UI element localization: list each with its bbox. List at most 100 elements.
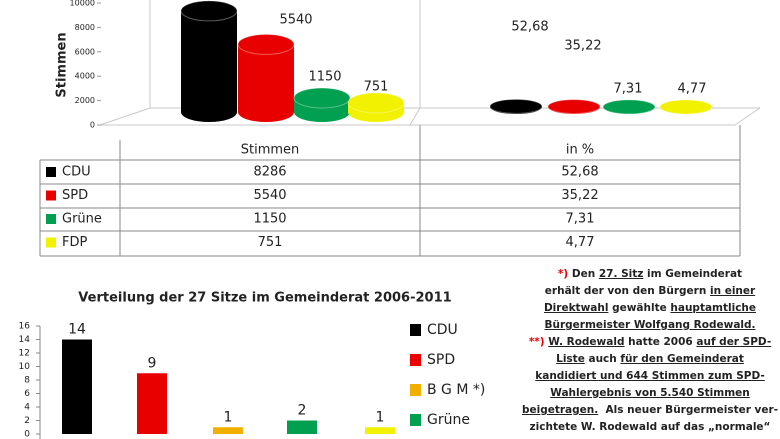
value-label: 9 [148,355,157,371]
y-tick-label: 16 [19,322,31,332]
cylinder-bar [238,44,294,112]
note-line: zichtete W. Rodewald auf das „normale“ [520,419,780,436]
note-text: **) [528,336,549,348]
note-text: erhält der von den Bürgern [544,285,710,297]
legend-swatch [46,167,56,177]
value-label: 1 [376,409,385,425]
legend-label: B G M *) [427,382,485,398]
cylinder-top [347,92,405,114]
note-text: Direktwahl [543,302,609,314]
note-text: hatte 2006 [624,336,697,348]
cylinder-bar [181,10,237,113]
legend-label: SPD [427,352,455,368]
y-tick-label: 2 [24,416,30,426]
table-cell: 35,22 [561,188,598,203]
legend-label: FDP [62,235,87,250]
note-line: *) Den 27. Sitz im Gemeinderat [520,266,780,283]
value-label: 4,77 [678,82,707,97]
table-cell: 5540 [253,188,286,203]
value-label: 1 [224,409,233,425]
note-text: Den [571,268,599,280]
table-cell: 4,77 [566,235,595,250]
legend-swatch [46,237,56,248]
y-tick-label: 8000 [75,23,95,32]
note-line: **) W. Rodewald hatte 2006 auf der SPD- [520,334,780,351]
legend-label: CDU [427,322,458,338]
legend-swatch [410,414,421,426]
cylinder-top [237,33,295,55]
note-text: Wahlergebnis von 5.540 Stimmen [550,387,750,399]
note-text: Bürgermeister Wolfgang Rodewald. [544,319,756,331]
value-label: 751 [364,80,389,95]
note-text: beigetragen. [521,404,599,416]
note-text: auf der SPD- [696,336,772,348]
value-label: 2 [298,403,307,419]
note-text: hauptamtliche [670,302,757,314]
y-tick-label: 0 [24,430,30,439]
cylinder-top [602,99,656,115]
table-cell: 52,68 [561,165,598,180]
value-label: 5540 [279,13,312,28]
legend-swatch [46,214,56,224]
value-label: 35,22 [564,39,601,54]
note-text: gewählte [608,302,671,314]
note-text: zichtete W. Rodewald auf das „normale“ [529,421,771,433]
table-cell: 751 [258,235,283,250]
bar [62,339,92,434]
chart-title: Verteilung der 27 Sitze im Gemeinderat 2… [78,291,451,306]
legend-label: SPD [62,188,88,203]
legend-swatch [46,190,56,201]
note-text: für den Gemeinderat [620,353,744,365]
note-text: 27. Sitz [598,268,644,280]
bar [287,420,317,434]
y-axis-label: Stimmen [55,32,70,97]
y-tick-label: 8 [24,376,30,386]
category-label: in % [566,143,594,158]
note-line: Liste auch für den Gemeinderat [520,351,780,368]
note-line: Wahlergebnis von 5.540 Stimmen [520,385,780,402]
note-text: auch [584,353,621,365]
note-text: W. Rodewald [548,336,625,348]
note-line: erhält der von den Bürgern in einer [520,283,780,300]
note-line: kandidiert und 644 Stimmen zum SPD- [520,368,780,385]
cylinder-top [659,99,713,115]
table-cell: 7,31 [566,212,595,227]
value-label: 1150 [308,70,341,85]
legend-label: CDU [62,165,91,180]
bar [213,427,243,434]
legend-label: Grüne [62,212,102,227]
y-tick-label: 10000 [70,0,95,8]
note-text: in einer [709,285,756,297]
legend-swatch [410,384,421,396]
note-text: Als neuer Bürgermeister ver- [598,404,779,416]
table-cell: 1150 [253,212,286,227]
y-tick-label: 4 [24,403,30,413]
footnote: *) Den 27. Sitz im Gemeinderat erhält der… [520,266,780,436]
y-tick-label: 0 [90,121,95,130]
note-line: Bürgermeister Wolfgang Rodewald. [520,317,780,334]
note-line: beigetragen. Als neuer Bürgermeister ver… [520,402,780,419]
y-tick-label: 12 [19,349,30,359]
value-label: 7,31 [614,82,643,97]
value-label: 52,68 [511,20,548,35]
note-text: kandidiert und 644 Stimmen zum SPD- [535,370,765,382]
table-cell: 8286 [253,165,286,180]
y-tick-label: 14 [19,335,31,345]
y-tick-label: 2000 [75,96,95,105]
legend-label: Grüne [427,412,470,428]
cylinder-top [547,99,601,115]
y-tick-label: 6000 [75,47,95,56]
data-table-grid [39,125,741,257]
category-label: Stimmen [241,143,300,158]
bar [365,427,395,434]
bar [137,373,167,434]
y-tick-label: 6 [24,389,30,399]
note-text: *) [557,268,572,280]
legend-swatch [410,324,421,336]
y-tick-label: 10 [19,362,31,372]
note-text: im Gemeinderat [643,268,743,280]
value-label: 14 [68,322,86,338]
legend-swatch [410,354,421,366]
